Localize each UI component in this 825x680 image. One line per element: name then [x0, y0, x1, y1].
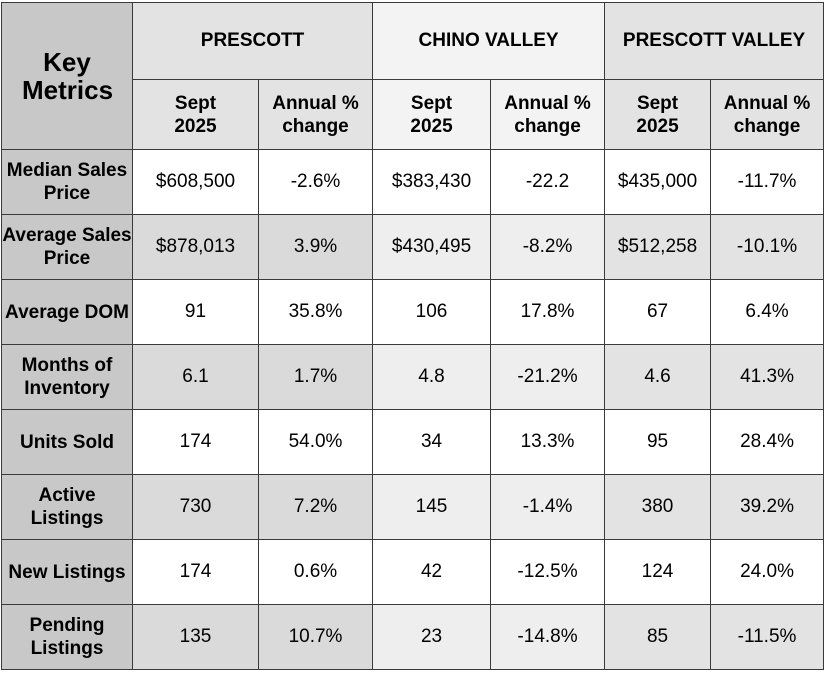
region-prescott: PRESCOTT	[131, 2, 374, 80]
table-row: Average DOM 91 35.8% 106 17.8% 67 6.4%	[1, 279, 825, 345]
cell-value: 24.0%	[710, 539, 825, 605]
table-row: Average Sales Price $878,013 3.9% $430,4…	[1, 214, 825, 280]
cell-value: 135	[132, 604, 259, 670]
subheader-month: Sept 2025	[132, 79, 259, 150]
cell-value: 85	[604, 604, 712, 670]
cell-value: 28.4%	[710, 409, 825, 475]
cell-value: 6.4%	[710, 279, 825, 345]
row-label: New Listings	[1, 539, 133, 605]
cell-value: $383,430	[372, 149, 492, 215]
table-row: Active Listings 730 7.2% 145 -1.4% 380 3…	[1, 474, 825, 540]
cell-value: -10.1%	[710, 214, 825, 280]
cell-value: 380	[604, 474, 712, 540]
cell-value: 174	[132, 409, 259, 475]
table-row: Pending Listings 135 10.7% 23 -14.8% 85 …	[1, 604, 825, 670]
cell-value: 23	[372, 604, 492, 670]
cell-value: -11.7%	[710, 149, 825, 215]
cell-value: 6.1	[132, 344, 259, 410]
cell-value: 10.7%	[257, 604, 374, 670]
cell-value: $608,500	[132, 149, 259, 215]
row-label: Months of Inventory	[1, 344, 133, 410]
cell-value: 39.2%	[710, 474, 825, 540]
cell-value: -14.8%	[490, 604, 606, 670]
cell-value: 42	[372, 539, 492, 605]
row-label: Active Listings	[1, 474, 133, 540]
cell-value: 67	[604, 279, 712, 345]
cell-value: 0.6%	[257, 539, 374, 605]
row-label: Median Sales Price	[1, 149, 133, 215]
cell-value: $435,000	[604, 149, 712, 215]
region-chino-valley: CHINO VALLEY	[372, 2, 606, 80]
cell-value: -1.4%	[490, 474, 606, 540]
key-metrics-heading: Key Metrics	[1, 2, 133, 150]
row-label: Pending Listings	[1, 604, 133, 670]
cell-value: 174	[132, 539, 259, 605]
cell-value: 106	[372, 279, 492, 345]
table-row: Months of Inventory 6.1 1.7% 4.8 -21.2% …	[1, 344, 825, 410]
cell-value: 35.8%	[257, 279, 374, 345]
cell-value: 41.3%	[710, 344, 825, 410]
cell-value: $878,013	[132, 214, 259, 280]
cell-value: 4.6	[604, 344, 712, 410]
table-row: New Listings 174 0.6% 42 -12.5% 124 24.0…	[1, 539, 825, 605]
cell-value: -22.2	[490, 149, 606, 215]
cell-value: -8.2%	[490, 214, 606, 280]
row-label: Units Sold	[1, 409, 133, 475]
cell-value: -21.2%	[490, 344, 606, 410]
subheader-change: Annual % change	[257, 79, 374, 150]
cell-value: 124	[604, 539, 712, 605]
row-label: Average DOM	[1, 279, 133, 345]
cell-value: 95	[604, 409, 712, 475]
cell-value: 34	[372, 409, 492, 475]
cell-value: $430,495	[372, 214, 492, 280]
cell-value: -2.6%	[257, 149, 374, 215]
cell-value: 730	[132, 474, 259, 540]
region-prescott-valley: PRESCOTT VALLEY	[604, 2, 825, 80]
table-row: Units Sold 174 54.0% 34 13.3% 95 28.4%	[1, 409, 825, 475]
cell-value: -12.5%	[490, 539, 606, 605]
cell-value: 17.8%	[490, 279, 606, 345]
cell-value: 13.3%	[490, 409, 606, 475]
cell-value: $512,258	[604, 214, 712, 280]
table-row: Median Sales Price $608,500 -2.6% $383,4…	[1, 149, 825, 215]
cell-value: 145	[372, 474, 492, 540]
row-label: Average Sales Price	[1, 214, 133, 280]
cell-value: -11.5%	[710, 604, 825, 670]
cell-value: 3.9%	[257, 214, 374, 280]
subheader-change: Annual % change	[710, 79, 825, 150]
cell-value: 91	[132, 279, 259, 345]
cell-value: 1.7%	[257, 344, 374, 410]
subheader-change: Annual % change	[490, 79, 606, 150]
subheader-month: Sept 2025	[604, 79, 712, 150]
cell-value: 7.2%	[257, 474, 374, 540]
subheader-month: Sept 2025	[372, 79, 492, 150]
cell-value: 4.8	[372, 344, 492, 410]
cell-value: 54.0%	[257, 409, 374, 475]
